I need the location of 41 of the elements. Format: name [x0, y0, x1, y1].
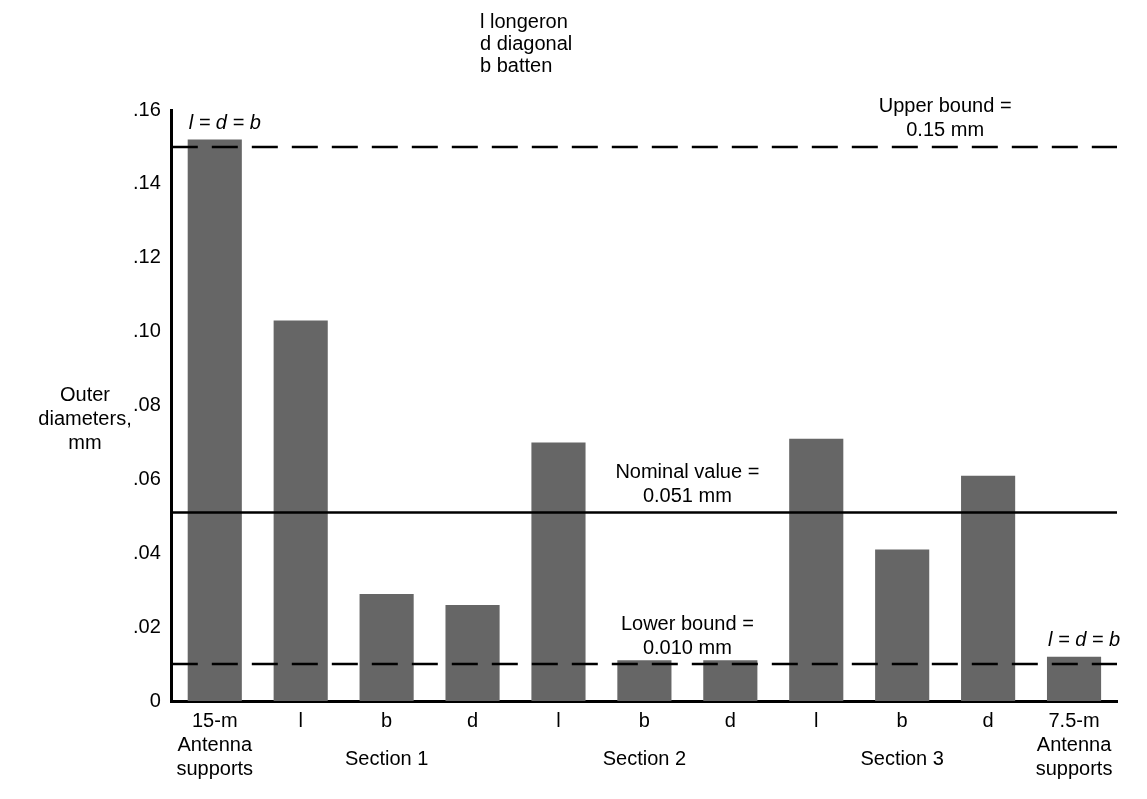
bar	[789, 438, 844, 701]
y-tick-label: .16	[132, 97, 161, 120]
bar	[703, 660, 758, 701]
y-tick-label: .08	[132, 393, 161, 416]
x-tick-label: d	[982, 708, 994, 731]
y-tick-label: .04	[132, 540, 161, 563]
x-tick-label: l	[298, 708, 303, 731]
bar	[1046, 656, 1102, 701]
text: Section 2	[602, 746, 687, 769]
x-tick-label: d	[466, 708, 479, 731]
ref-line-label: Lower bound = 0.010 mm	[620, 611, 754, 658]
x-tick-label: l	[556, 708, 561, 731]
y-tick-label: .10	[132, 319, 161, 342]
bar	[359, 593, 414, 701]
text: Section 1	[344, 746, 429, 769]
text: l longeron d diagonal b batten	[480, 9, 573, 76]
bar	[961, 475, 1016, 701]
bar	[187, 139, 242, 701]
bar	[875, 549, 930, 701]
bar	[617, 660, 672, 701]
text: Section 3	[860, 746, 944, 769]
bar	[531, 442, 586, 701]
annotation: l = d = b	[1047, 628, 1121, 651]
x-tick-label: b	[381, 708, 393, 731]
bar	[445, 604, 500, 701]
y-tick-label: 0	[149, 688, 161, 711]
y-tick-label: .14	[132, 171, 161, 194]
bar	[273, 320, 328, 701]
x-tick-label: l	[814, 708, 819, 731]
y-tick-label: .02	[132, 614, 161, 637]
y-tick-label: .06	[132, 466, 161, 489]
x-tick-label: 7.5-m Antenna supports	[1035, 708, 1113, 779]
x-tick-label: b	[638, 708, 650, 731]
ref-line-label: Nominal value = 0.051 mm	[615, 460, 760, 507]
y-axis-title: Outer diameters, mm	[38, 382, 132, 453]
x-tick-label: b	[896, 708, 908, 731]
ref-line-label: Upper bound = 0.15 mm	[878, 94, 1012, 141]
x-tick-label: 15-m Antenna supports	[176, 708, 254, 779]
y-tick-label: .12	[132, 245, 161, 268]
x-tick-label: d	[724, 708, 736, 731]
annotation: l = d = b	[188, 111, 261, 134]
